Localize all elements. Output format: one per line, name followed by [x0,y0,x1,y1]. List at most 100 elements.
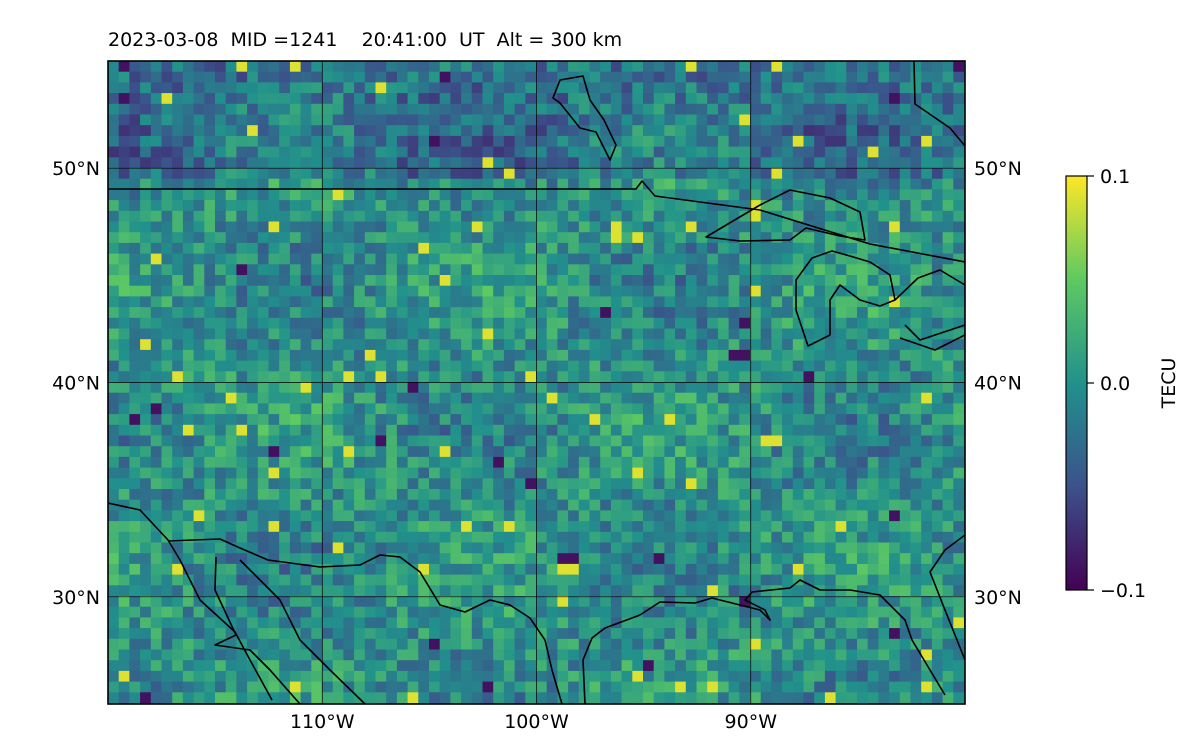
tec-cell [578,93,590,105]
tec-cell [814,382,826,394]
tec-cell [332,178,344,190]
tec-cell [354,510,366,522]
tec-cell [557,585,569,597]
tec-cell [953,510,965,522]
lake-michigan [795,250,896,347]
tec-cell [696,681,708,693]
tec-cell [343,638,355,650]
tec-cell [129,146,141,158]
tec-cell [247,638,259,650]
tec-cell [675,339,687,351]
tec-cell [386,253,398,265]
tec-cell [375,242,387,255]
tec-cell [450,232,462,244]
tec-cell [803,628,815,640]
tec-cell [268,317,280,329]
tec-cell [300,531,312,543]
tec-cell [568,435,580,447]
tec-cell [225,606,237,618]
tec-cell [525,103,537,115]
tec-cell [300,296,312,308]
tec-cell [396,339,409,351]
tec-cell [150,178,162,190]
tec-cell [193,574,205,586]
tec-cell [215,125,227,137]
tec-cell [375,563,387,576]
tec-cell [268,125,280,137]
tec-cell [311,253,323,265]
tec-cell [193,360,205,372]
tec-cell [760,681,772,693]
tec-cell [322,692,334,704]
tec-cell [257,360,269,372]
tec-cell [215,521,227,533]
tec-cell [300,424,312,436]
tec-cell [771,135,783,148]
tec-cell [364,456,376,469]
tec-cell [931,317,944,329]
tec-cell [289,531,302,543]
tec-cell [343,317,355,329]
tec-cell [514,521,526,533]
tec-cell [867,392,879,404]
tec-cell [108,253,120,265]
tec-cell [375,467,387,479]
tec-cell [322,339,334,351]
tec-cell [899,349,911,362]
tec-cell [236,317,248,329]
tec-cell [643,670,655,683]
tec-cell [578,125,590,137]
tec-cell [782,628,794,640]
tec-cell [140,435,152,447]
tec-cell [354,296,366,308]
tec-cell [568,521,580,533]
tec-cell [289,435,302,447]
tec-cell [354,103,366,115]
tec-cell [322,596,334,608]
tec-cell [118,200,130,212]
tec-cell [418,114,430,126]
tec-cell [215,681,227,693]
tec-cell [161,71,173,83]
tec-cell [910,61,922,73]
tec-cell [429,392,441,404]
tec-cell [546,692,558,704]
tec-cell [942,574,954,586]
tec-cell [236,157,248,169]
tec-cell [568,275,580,287]
tec-cell [471,275,483,287]
tec-cell [193,585,205,597]
tec-cell [696,307,708,319]
tec-cell [910,574,922,586]
tec-cell [878,617,890,629]
tec-cell [471,499,483,511]
tec-cell [150,596,162,608]
tec-cell [578,264,590,276]
tec-cell [942,189,954,201]
tec-cell [814,563,826,576]
tec-cell [867,200,879,212]
tec-cell [675,499,687,511]
tec-cell [182,499,195,511]
tec-cell [204,61,216,73]
tec-cell [215,253,227,265]
tec-cell [386,670,398,683]
tec-cell [279,253,291,265]
tec-cell [931,681,944,693]
tec-cell [750,178,762,190]
tec-cell [215,221,227,233]
tec-cell [589,392,601,404]
tec-cell [728,692,740,704]
tec-cell [118,467,130,479]
tec-cell [578,446,590,458]
tec-cell [824,285,837,297]
tec-cell [332,692,344,704]
tec-cell [129,435,141,447]
tec-cell [696,617,708,629]
tec-cell [118,681,130,693]
tec-cell [568,296,580,308]
tec-cell [771,692,783,704]
tec-cell [610,296,623,308]
tec-cell [835,542,847,554]
tec-cell [300,499,312,511]
